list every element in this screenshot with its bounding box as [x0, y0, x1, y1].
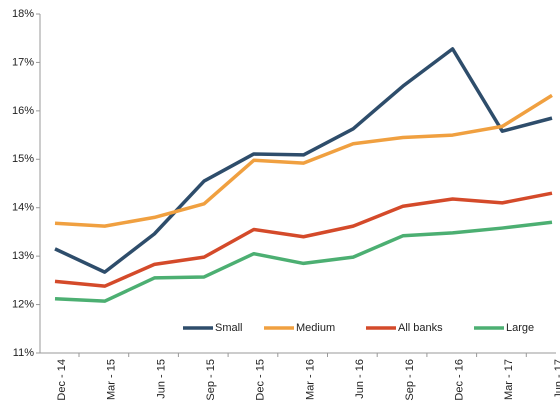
series-line: [54, 47, 553, 274]
series-line: [54, 191, 553, 288]
series-line: [54, 220, 553, 303]
x-tick-label: Jun - 15: [155, 359, 167, 399]
y-tick-label: 15%: [12, 153, 34, 165]
y-tick-label: 17%: [12, 56, 34, 68]
y-tick-label: 12%: [12, 298, 34, 310]
y-tick-label: 16%: [12, 105, 34, 117]
x-tick-label: Mar - 15: [106, 359, 118, 400]
y-tick-label: 13%: [12, 250, 34, 262]
x-tick-label: Jun - 16: [354, 359, 366, 399]
legend-label: Large: [506, 322, 534, 334]
y-tick-label: 18%: [12, 8, 34, 20]
y-tick-label: 11%: [13, 347, 34, 359]
x-tick-label: Sep - 16: [404, 359, 416, 401]
legend-label: Small: [215, 322, 243, 334]
x-tick-label: Jun - 17: [553, 359, 560, 399]
x-tick-label: Mar - 16: [304, 359, 316, 400]
series-line: [54, 93, 553, 228]
x-tick-label: Dec - 14: [56, 359, 68, 401]
legend-label: All banks: [398, 322, 443, 334]
legend-label: Medium: [296, 322, 335, 334]
y-tick-label: 14%: [12, 202, 34, 214]
x-tick-label: Dec - 16: [454, 359, 466, 401]
x-tick-label: Dec - 15: [255, 359, 267, 401]
x-tick-label: Mar - 17: [503, 359, 515, 400]
x-tick-label: Sep - 15: [205, 359, 217, 401]
